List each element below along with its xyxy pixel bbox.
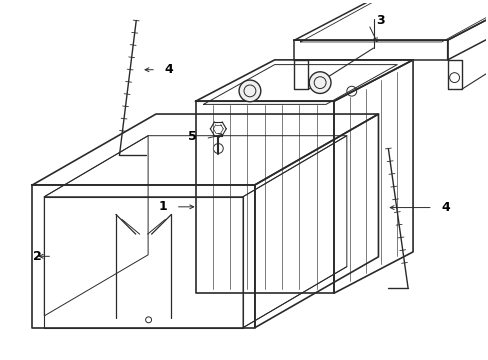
Text: 1: 1 — [158, 200, 167, 213]
Text: 3: 3 — [375, 14, 384, 27]
Text: 5: 5 — [188, 130, 197, 143]
Text: 4: 4 — [164, 63, 173, 76]
Circle shape — [239, 80, 260, 102]
Circle shape — [308, 72, 330, 94]
Text: 2: 2 — [33, 250, 41, 263]
Text: 4: 4 — [440, 201, 449, 214]
